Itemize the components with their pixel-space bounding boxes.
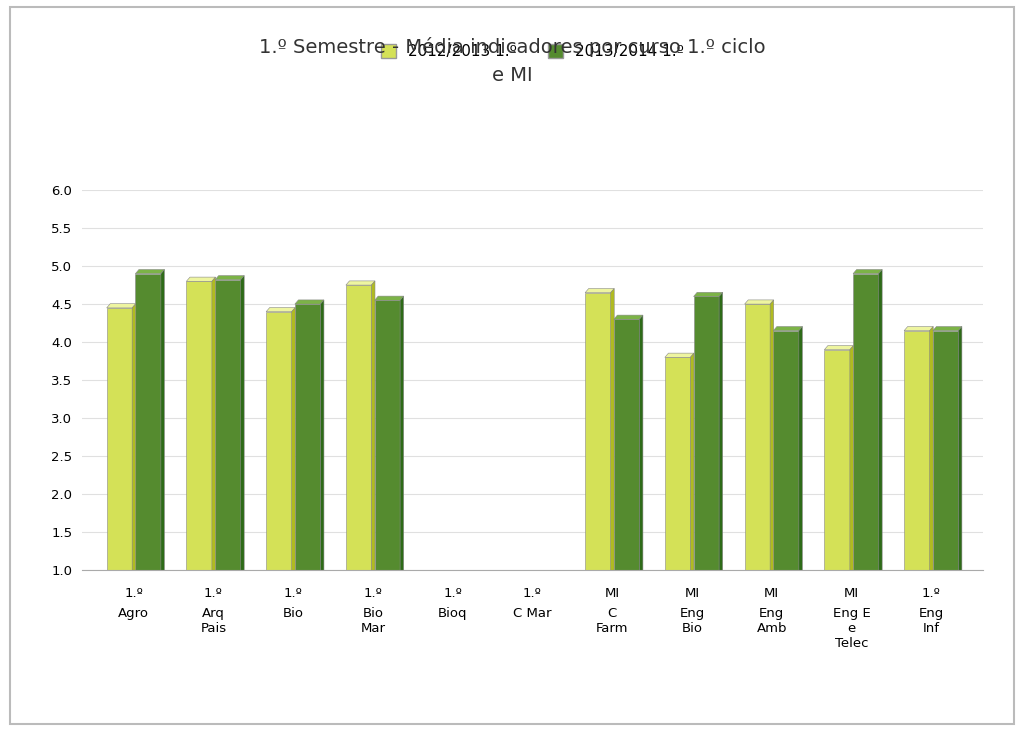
Text: Eng E
e
Telec: Eng E e Telec (833, 607, 870, 650)
Polygon shape (161, 270, 165, 570)
Polygon shape (770, 300, 774, 570)
Polygon shape (853, 270, 882, 273)
Bar (295, 304, 321, 570)
Polygon shape (186, 277, 215, 281)
Text: Bio
Mar: Bio Mar (360, 607, 385, 635)
Text: 1.º: 1.º (284, 587, 303, 600)
Bar (853, 273, 879, 570)
Polygon shape (266, 308, 295, 311)
Polygon shape (613, 315, 643, 319)
Bar (585, 292, 610, 570)
Polygon shape (215, 276, 244, 280)
Text: Eng
Bio: Eng Bio (679, 607, 705, 635)
Polygon shape (693, 292, 723, 297)
Polygon shape (212, 277, 215, 570)
Text: Arq
Pais: Arq Pais (201, 607, 226, 635)
Text: MI: MI (844, 587, 859, 600)
Text: MI: MI (684, 587, 699, 600)
Polygon shape (135, 270, 165, 273)
Bar (215, 280, 241, 570)
Text: 1.º: 1.º (443, 587, 462, 600)
Bar (106, 308, 132, 570)
Polygon shape (375, 296, 403, 300)
Polygon shape (639, 315, 643, 570)
Polygon shape (241, 276, 244, 570)
Text: e MI: e MI (492, 66, 532, 85)
Legend: 2012/2013 1.º, 2013/2014 1.º: 2012/2013 1.º, 2013/2014 1.º (375, 38, 690, 65)
Polygon shape (292, 308, 295, 570)
Text: C
Farm: C Farm (596, 607, 629, 635)
Text: Eng
Inf: Eng Inf (919, 607, 944, 635)
Bar (375, 300, 400, 570)
Bar (186, 281, 212, 570)
Polygon shape (585, 289, 614, 292)
Polygon shape (690, 353, 694, 570)
Bar (904, 330, 930, 570)
Polygon shape (665, 353, 694, 357)
Bar (613, 319, 639, 570)
Text: 1.º: 1.º (523, 587, 542, 600)
Polygon shape (132, 303, 136, 570)
Text: Bio: Bio (283, 607, 304, 620)
Text: 1.º: 1.º (124, 587, 143, 600)
Polygon shape (933, 327, 962, 330)
Polygon shape (773, 327, 803, 330)
Bar (135, 273, 161, 570)
Bar (665, 357, 690, 570)
Bar (933, 330, 958, 570)
Polygon shape (824, 346, 853, 349)
Bar (346, 285, 372, 570)
Polygon shape (799, 327, 803, 570)
Polygon shape (850, 346, 853, 570)
Polygon shape (372, 281, 375, 570)
Polygon shape (930, 327, 933, 570)
Text: Eng
Amb: Eng Amb (757, 607, 787, 635)
Text: MI: MI (604, 587, 620, 600)
Polygon shape (719, 292, 723, 570)
Text: C Mar: C Mar (513, 607, 552, 620)
Text: 1.º Semestre - Média indicadores por curso 1.º ciclo: 1.º Semestre - Média indicadores por cur… (259, 37, 765, 56)
Polygon shape (321, 300, 324, 570)
Text: MI: MI (764, 587, 779, 600)
Polygon shape (346, 281, 375, 285)
Polygon shape (744, 300, 774, 304)
Text: 1.º: 1.º (364, 587, 382, 600)
Bar (744, 304, 770, 570)
Bar (824, 349, 850, 570)
Bar (266, 311, 292, 570)
Polygon shape (879, 270, 882, 570)
Polygon shape (610, 289, 614, 570)
Polygon shape (106, 303, 136, 308)
Bar (773, 330, 799, 570)
Polygon shape (958, 327, 962, 570)
Polygon shape (904, 327, 933, 330)
Text: 1.º: 1.º (204, 587, 223, 600)
Text: Bioq: Bioq (438, 607, 468, 620)
Polygon shape (295, 300, 324, 304)
Text: Agro: Agro (118, 607, 150, 620)
Text: 1.º: 1.º (922, 587, 941, 600)
Polygon shape (400, 296, 403, 570)
Bar (693, 297, 719, 570)
